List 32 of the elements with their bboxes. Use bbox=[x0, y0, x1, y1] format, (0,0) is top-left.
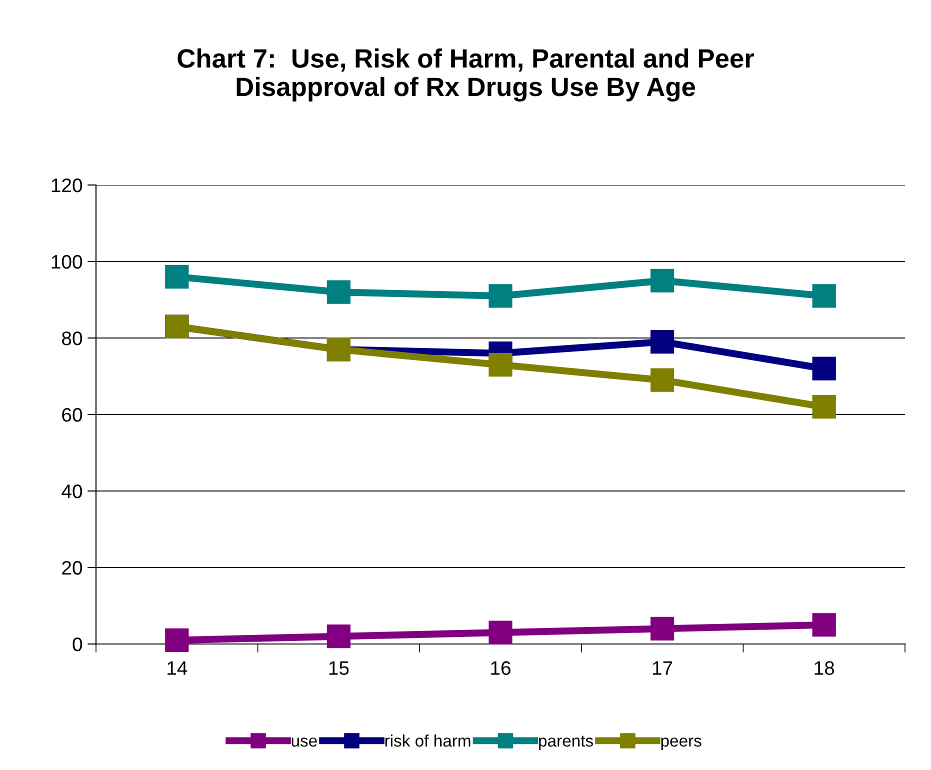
y-tick-label: 20 bbox=[62, 560, 82, 575]
y-tick-label: 40 bbox=[62, 484, 82, 498]
point bbox=[488, 352, 512, 377]
point bbox=[650, 330, 674, 354]
x-tick-label: 16 bbox=[491, 661, 510, 675]
point bbox=[812, 395, 836, 419]
point bbox=[488, 620, 512, 644]
y-tick-label: 0 bbox=[72, 637, 82, 652]
y-tick-label: 100 bbox=[52, 254, 82, 269]
point bbox=[650, 368, 674, 392]
legend-label: peers bbox=[661, 738, 702, 750]
point bbox=[165, 264, 189, 289]
x-tick-label: 17 bbox=[652, 661, 672, 675]
point bbox=[812, 284, 836, 308]
point bbox=[812, 613, 836, 637]
x-tick-label: 18 bbox=[814, 661, 834, 675]
point bbox=[650, 616, 674, 641]
point bbox=[812, 356, 836, 380]
legend-label: parents bbox=[539, 736, 593, 750]
legend-label: use bbox=[292, 738, 317, 747]
legend-label: risk of harm bbox=[385, 734, 470, 747]
point bbox=[326, 280, 351, 304]
y-tick-label: 120 bbox=[52, 178, 82, 192]
point bbox=[326, 624, 351, 648]
y-tick-label: 60 bbox=[62, 408, 82, 422]
chart-title: Chart 7: Use, Risk of Harm, Parental and Peer Disapproval of Rx Drugs Use By Age bbox=[178, 48, 754, 102]
x-tick-label: 15 bbox=[329, 661, 349, 675]
point bbox=[650, 268, 674, 292]
y-tick-label: 80 bbox=[62, 331, 82, 346]
point bbox=[165, 628, 189, 652]
point bbox=[488, 284, 512, 308]
x-tick-label: 14 bbox=[168, 661, 188, 675]
